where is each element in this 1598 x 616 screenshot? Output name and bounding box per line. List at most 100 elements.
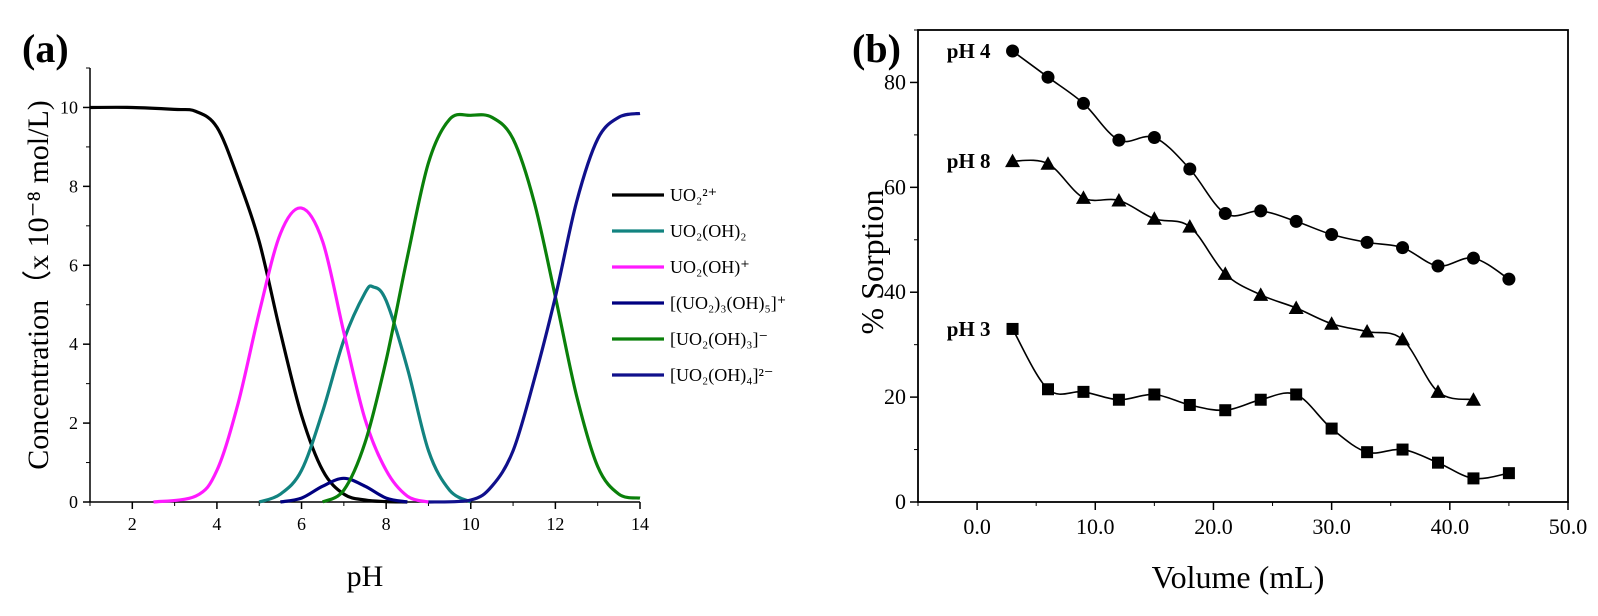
- panel-b-point-circle: [1147, 131, 1161, 145]
- panel-b-point-circle: [1183, 162, 1197, 176]
- panel-b-point-square: [1361, 446, 1374, 459]
- panel-b-point-triangle: [1430, 384, 1446, 398]
- panel-b-point-square: [1254, 393, 1267, 406]
- panel-b-x-tick-label: 40.0: [1431, 514, 1470, 539]
- panel-a-legend-entry: UO₂(OH)⁺: [670, 257, 750, 278]
- panel-b-point-square: [1006, 322, 1019, 335]
- panel-a-legend-entry: UO₂(OH)₂: [670, 221, 747, 242]
- panel-b-point-triangle: [1253, 287, 1269, 301]
- panel-a-axes: 2 4 6 8 10 12 14 0 2 4 6 8 10: [60, 67, 649, 534]
- panel-b-markers: [1005, 44, 1516, 485]
- panel-a-x-tick-label: 10: [462, 514, 480, 534]
- panel-b-y-tick-label: 60: [884, 174, 906, 199]
- panel-a-x-tick-label: 6: [297, 514, 306, 534]
- panel-a-legend: UO₂²⁺ UO₂(OH)₂ UO₂(OH)⁺ [(UO₂)₃(OH)₅]⁺ [UO₂(…: [612, 185, 786, 386]
- panel-b-point-triangle: [1075, 190, 1091, 204]
- panel-a-legend-entry: [UO₂(OH)₃]⁻: [670, 329, 768, 350]
- panel-b-point-circle: [1502, 272, 1516, 286]
- panel-a-legend-entry: UO₂²⁺: [670, 185, 717, 205]
- panel-b-series-label: pH 3: [947, 317, 991, 341]
- panel-b-x-tick-label: 30.0: [1312, 514, 1351, 539]
- panel-b-point-triangle: [1395, 331, 1411, 346]
- panel-b-y-tick-label: 80: [884, 69, 906, 94]
- panel-b-y-tick-label: 20: [884, 384, 906, 409]
- panel-a-x-tick-label: 14: [631, 514, 649, 534]
- panel-a-y-tick-label: 10: [60, 97, 78, 117]
- panel-b-point-square: [1148, 388, 1161, 401]
- panel-b-x-tick-label: 0.0: [963, 514, 991, 539]
- panel-b-point-circle: [1006, 44, 1020, 58]
- panel-b-label: (b): [852, 26, 901, 71]
- panel-b-point-triangle: [1359, 324, 1375, 338]
- panel-b-point-square: [1077, 385, 1090, 398]
- panel-a-x-tick-label: 2: [128, 514, 137, 534]
- panel-b-plot-frame: [917, 29, 1569, 503]
- panel-a-series-line-5: [428, 111, 641, 504]
- panel-a-series-line-2: [153, 206, 429, 504]
- panel-b-point-circle: [1325, 228, 1339, 242]
- panel-b-series-label: pH 8: [947, 149, 991, 173]
- panel-a-series-line-4: [321, 112, 641, 504]
- panel-b-point-square: [1290, 388, 1303, 401]
- panel-b-point-square: [1183, 398, 1196, 411]
- panel-b-point-triangle: [1465, 392, 1481, 406]
- panel-b-series-line-0: [1012, 50, 1510, 280]
- panel-b-point-square: [1325, 422, 1338, 435]
- panel-a-y-tick-label: 6: [69, 255, 78, 275]
- panel-b-point-circle: [1360, 235, 1374, 249]
- panel-b-point-circle: [1431, 259, 1445, 273]
- panel-b-series-labels: pH 4 pH 8 pH 3: [947, 39, 991, 341]
- panel-b-point-triangle: [1005, 153, 1021, 168]
- panel-a-series-line-1: [258, 284, 472, 504]
- panel-b-point-square: [1042, 383, 1054, 396]
- panel-b-point-square: [1112, 393, 1125, 406]
- panel-b: (b) 0.0 10.0 20.0 30.0 40.0 50.0 0 20 40 60 80 pH …: [852, 26, 1587, 595]
- panel-a-y-tick-label: 8: [69, 176, 78, 196]
- panel-a-x-axis-label: pH: [347, 560, 384, 593]
- panel-b-point-circle: [1076, 96, 1090, 110]
- panel-b-point-square: [1467, 472, 1480, 485]
- panel-b-point-circle: [1254, 204, 1268, 218]
- panel-b-point-triangle: [1182, 219, 1198, 233]
- panel-a-y-tick-label: 4: [69, 334, 78, 354]
- panel-a-y-tick-label: 2: [69, 413, 78, 433]
- panel-b-point-circle: [1041, 70, 1055, 84]
- panel-b-point-square: [1502, 467, 1515, 480]
- panel-b-point-circle: [1466, 251, 1480, 265]
- panel-b-point-circle: [1396, 241, 1410, 255]
- panel-b-x-axis-label: Volume (mL): [1152, 559, 1325, 595]
- panel-a-series-line-3: [280, 476, 408, 504]
- panel-b-point-triangle: [1146, 211, 1162, 225]
- panel-a-legend-entry: [(UO₂)₃(OH)₅]⁺: [670, 293, 786, 314]
- panel-b-y-tick-label: 0: [895, 489, 906, 514]
- panel-a-label: (a): [22, 26, 69, 71]
- panel-a-y-axis-label: Concentration（x 10⁻⁸ mol/L): [22, 100, 55, 470]
- panel-a-y-tick-label: 0: [69, 492, 78, 512]
- panel-b-point-triangle: [1324, 316, 1340, 330]
- panel-b-point-triangle: [1217, 266, 1233, 280]
- panel-a-legend-entry: [UO₂(OH)₄]²⁻: [670, 365, 773, 386]
- panel-b-point-square: [1432, 456, 1444, 469]
- panel-a-x-tick-label: 8: [382, 514, 391, 534]
- panel-b-point-triangle: [1040, 156, 1056, 170]
- panel-b-point-square: [1219, 404, 1232, 417]
- panel-b-point-circle: [1112, 133, 1126, 147]
- panel-b-y-tick-label: 40: [884, 279, 906, 304]
- panel-a: (a) 2 4 6 8 10 12 14 0 2 4 6 8 10 UO₂²⁺ UO₂(OH)₂ UO₂(O…: [22, 26, 786, 593]
- panel-b-x-tick-label: 10.0: [1076, 514, 1115, 539]
- panel-a-x-tick-label: 4: [212, 514, 221, 534]
- panel-a-x-tick-label: 12: [546, 514, 564, 534]
- panel-a-curves: [89, 105, 641, 504]
- panel-b-axes: 0.0 10.0 20.0 30.0 40.0 50.0 0 20 40 60 80: [884, 29, 1588, 539]
- panel-b-y-axis-label: % Sorption: [854, 190, 890, 335]
- panel-b-point-circle: [1289, 214, 1303, 228]
- panel-b-point-triangle: [1288, 300, 1304, 314]
- panel-b-x-tick-label: 50.0: [1549, 514, 1588, 539]
- panel-b-point-square: [1396, 443, 1409, 456]
- panel-b-series-label: pH 4: [947, 39, 991, 63]
- panel-a-series-line-0: [89, 105, 408, 504]
- panel-b-point-circle: [1218, 207, 1232, 221]
- panel-b-x-tick-label: 20.0: [1194, 514, 1233, 539]
- panel-b-point-triangle: [1111, 192, 1127, 207]
